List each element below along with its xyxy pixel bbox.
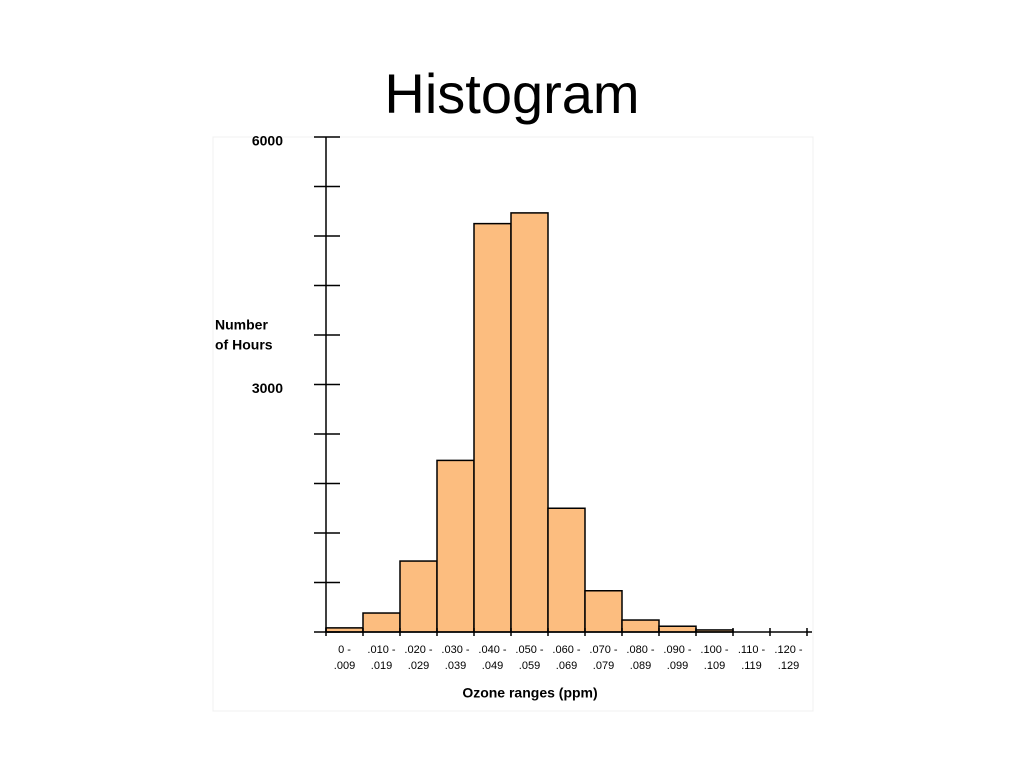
y-tick-label: 3000 [252,380,283,396]
x-tick-label: 0 - [338,644,351,656]
x-tick-label: .070 - [589,644,617,656]
bar [621,619,660,633]
x-tick-label: .010 - [367,644,395,656]
x-tick-label: .019 [371,660,392,672]
x-tick-label: .109 [704,660,725,672]
x-tick-label: .059 [519,660,540,672]
x-tick-label: .079 [593,660,614,672]
x-axis-label: Ozone ranges (ppm) [462,685,597,701]
x-tick-label: .100 - [700,644,728,656]
x-tick-label: .049 [482,660,503,672]
y-tick-label: 6000 [252,133,283,149]
x-tick-label: .119 [741,660,762,672]
bar [473,222,512,633]
bar [362,612,401,633]
x-tick-label: .080 - [626,644,654,656]
x-tick-label: .129 [778,660,799,672]
x-tick-label: .120 - [774,644,802,656]
bar [510,212,549,633]
bar [436,459,475,633]
x-tick-label: .039 [445,660,466,672]
x-tick-label: .040 - [478,644,506,656]
x-tick-label: .030 - [441,644,469,656]
x-tick-label: .110 - [738,644,766,656]
x-tick-label: .069 [556,660,577,672]
y-axis-label: of Hours [215,337,273,353]
x-tick-label: .060 - [552,644,580,656]
x-tick-label: .099 [667,660,688,672]
chart-title: Histogram [384,62,639,125]
y-axis-label: Number [215,317,268,333]
x-tick-label: .009 [334,660,355,672]
x-tick-label: .090 - [663,644,691,656]
bar [547,507,586,633]
bar [658,625,697,633]
x-tick-label: .050 - [515,644,543,656]
x-tick-label: .089 [630,660,651,672]
bar [584,590,623,633]
x-tick-label: .029 [408,660,429,672]
bar [399,560,438,633]
x-tick-label: .020 - [404,644,432,656]
